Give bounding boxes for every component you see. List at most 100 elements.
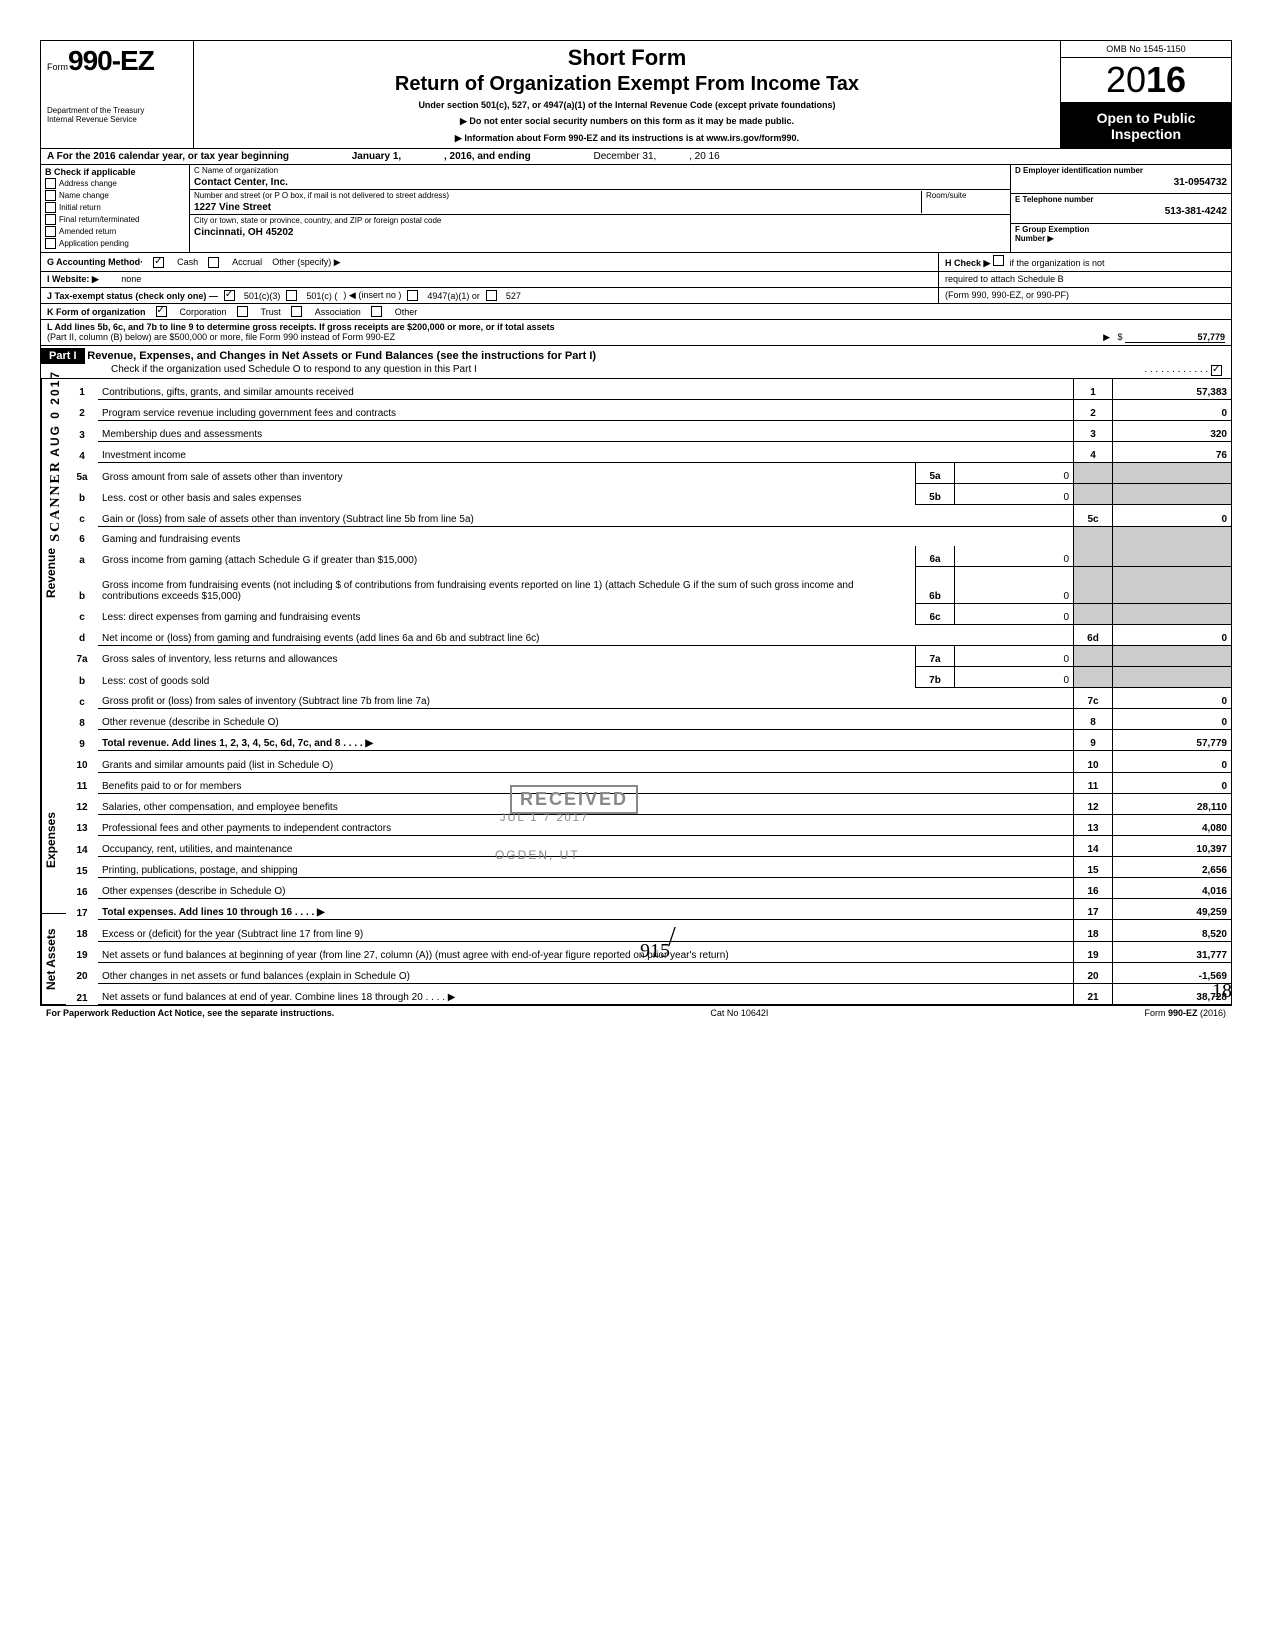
table-row: 18Excess or (deficit) for the year (Subt… [66,920,1231,941]
check-b-label: B Check if applicable [45,167,185,177]
label-org-name: C Name of organization [194,166,1006,175]
year-prefix: 20 [1106,59,1146,100]
label-g: G Accounting Method· [47,257,143,267]
table-row: cLess: direct expenses from gaming and f… [66,603,1231,624]
phone: 513-381-4242 [1015,206,1227,217]
check-cash[interactable] [153,257,164,268]
label-j: J Tax-exempt status (check only one) — [47,291,218,301]
table-row: 21Net assets or fund balances at end of … [66,983,1231,1004]
open-public-2: Inspection [1063,126,1229,142]
footer-right: Form 990-EZ (2016) [1144,1008,1226,1018]
label-l2: (Part II, column (B) below) are $500,000… [47,332,395,343]
check-4947[interactable] [407,290,418,301]
l-value: 57,779 [1125,332,1225,343]
row-g-h: G Accounting Method· Cash Accrual Other … [41,253,1231,272]
h-text1: if the organization is not [1009,258,1104,268]
year-suffix: 16 [1146,59,1186,100]
footer: For Paperwork Reduction Act Notice, see … [40,1006,1232,1020]
section-expenses: Expenses [41,767,66,914]
form-number: 990-EZ [68,45,154,77]
row-j: J Tax-exempt status (check only one) — 5… [41,288,1231,304]
org-name: Contact Center, Inc. [194,177,1006,188]
received-stamp: RECEIVED [510,785,638,814]
check-accrual[interactable] [208,257,219,268]
table-row: bLess. cost or other basis and sales exp… [66,484,1231,505]
table-row: aGross income from gaming (attach Schedu… [66,546,1231,566]
label-group-number: Number ▶ [1015,234,1227,243]
open-public-1: Open to Public [1063,110,1229,126]
row-i: I Website: ▶ none required to attach Sch… [41,272,1231,288]
table-row: 9Total revenue. Add lines 1, 2, 3, 4, 5c… [66,730,1231,751]
form-header: Form 990-EZ Department of the Treasury I… [41,41,1231,149]
table-row: 12Salaries, other compensation, and empl… [66,793,1231,814]
org-city: Cincinnati, OH 45202 [194,227,1006,238]
note-info: ▶ Information about Form 990-EZ and its … [200,133,1054,144]
table-row: cGross profit or (loss) from sales of in… [66,688,1231,709]
table-row: 16Other expenses (describe in Schedule O… [66,878,1231,899]
table-row: 10Grants and similar amounts paid (list … [66,751,1231,772]
ein: 31-0954732 [1015,177,1227,188]
part1-title: Revenue, Expenses, and Changes in Net As… [87,350,596,362]
table-row: 2Program service revenue including gover… [66,399,1231,420]
form-990ez: Form 990-EZ Department of the Treasury I… [40,40,1232,1006]
ogden-stamp: OGDEN, UT [495,848,580,862]
main-table-wrap: Revenue Expenses Net Assets 1Contributio… [41,379,1231,1005]
table-row: 15Printing, publications, postage, and s… [66,857,1231,878]
label-h: H Check ▶ [945,258,990,268]
section-revenue: Revenue [41,379,66,767]
table-row: 13Professional fees and other payments t… [66,814,1231,835]
label-ein: D Employer identification number [1015,166,1227,175]
table-row: bLess: cost of goods sold7b0 [66,666,1231,687]
label-phone: E Telephone number [1015,195,1227,204]
table-row: 11Benefits paid to or for members110 [66,772,1231,793]
period-end-month: December 31, [593,151,656,162]
title-section: Under section 501(c), 527, or 4947(a)(1)… [200,100,1054,110]
table-row: 5aGross amount from sale of assets other… [66,463,1231,484]
check-schedule-o[interactable] [1211,365,1222,376]
part1-check-text: Check if the organization used Schedule … [111,364,477,376]
row-k: K Form of organization Corporation Trust… [41,304,1231,320]
period-end-year: , 20 16 [689,151,720,162]
table-row: 14Occupancy, rent, utilities, and mainte… [66,835,1231,856]
check-initial[interactable] [45,202,56,213]
handwrite-18: 18 [1212,980,1232,1003]
check-other-org[interactable] [371,306,382,317]
table-row: 4Investment income476 [66,442,1231,463]
table-row: 7aGross sales of inventory, less returns… [66,645,1231,666]
h-text2: required to attach Schedule B [945,274,1064,284]
check-h[interactable] [993,255,1004,266]
check-trust[interactable] [237,306,248,317]
label-street: Number and street (or P O box, if mail i… [194,191,921,200]
check-501c3[interactable] [224,290,235,301]
check-pending[interactable] [45,238,56,249]
table-row: 1Contributions, gifts, grants, and simil… [66,379,1231,399]
table-row: cGain or (loss) from sale of assets othe… [66,505,1231,526]
check-name[interactable] [45,190,56,201]
table-row: 6Gaming and fundraising events [66,526,1231,546]
form-label: Form [47,62,68,72]
period-row: A For the 2016 calendar year, or tax yea… [41,149,1231,165]
period-label: A For the 2016 calendar year, or tax yea… [47,151,289,162]
check-corp[interactable] [156,306,167,317]
check-address[interactable] [45,178,56,189]
check-final[interactable] [45,214,56,225]
check-501c[interactable] [286,290,297,301]
check-527[interactable] [486,290,497,301]
identity-block: B Check if applicable Address change Nam… [41,165,1231,253]
label-city: City or town, state or province, country… [194,216,1006,225]
dept-irs: Internal Revenue Service [47,116,187,125]
check-amended[interactable] [45,226,56,237]
table-row: 20Other changes in net assets or fund ba… [66,962,1231,983]
table-row: bGross income from fundraising events (n… [66,567,1231,603]
period-begin: January 1, [352,151,401,162]
received-date: JUL 1 7 2017 [500,812,589,824]
check-assoc[interactable] [291,306,302,317]
label-i: I Website: ▶ [47,274,99,284]
footer-left: For Paperwork Reduction Act Notice, see … [46,1008,334,1018]
part1-header: Part I Revenue, Expenses, and Changes in… [41,346,1231,379]
footer-mid: Cat No 10642I [710,1008,768,1018]
title-short-form: Short Form [200,45,1054,71]
org-street: 1227 Vine Street [194,202,921,213]
period-mid: , 2016, and ending [444,151,531,162]
h-text3: (Form 990, 990-EZ, or 990-PF) [945,290,1069,300]
